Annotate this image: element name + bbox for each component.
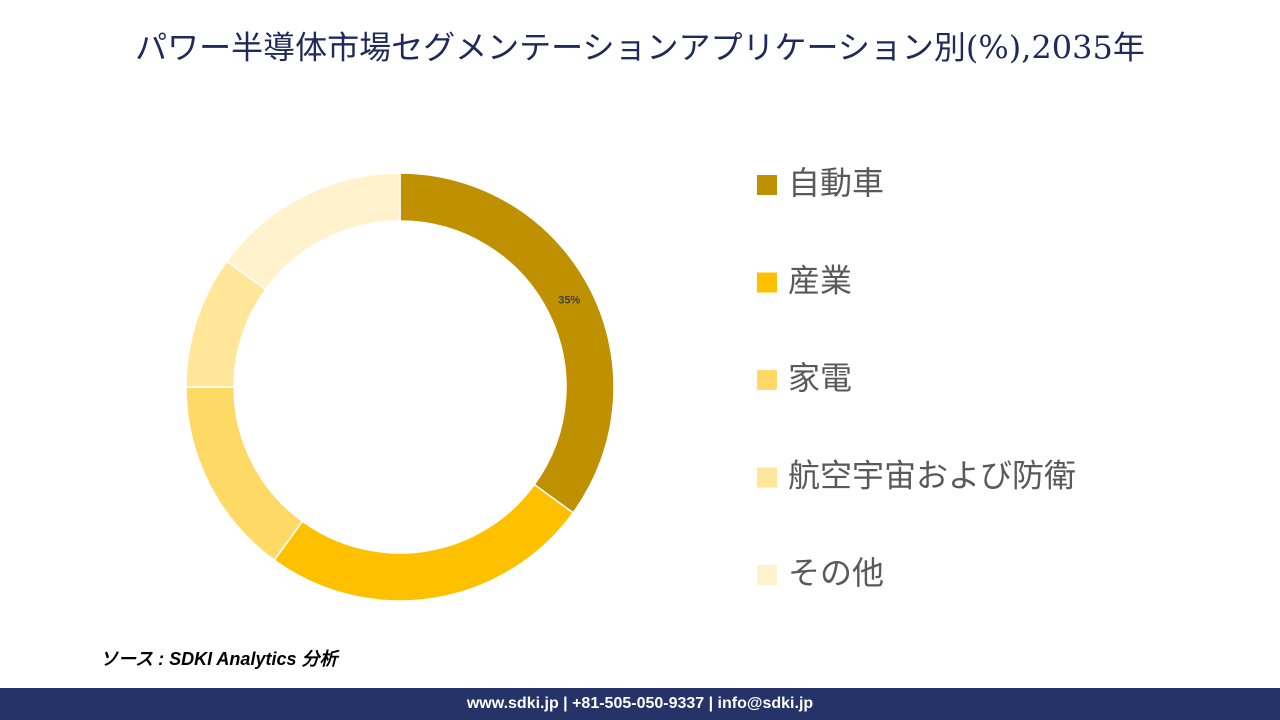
value-label: 35% <box>558 295 580 307</box>
donut-segment <box>225 172 401 291</box>
donut-segment <box>399 172 615 514</box>
legend-label: 産業 <box>788 262 852 300</box>
source: ソース : SDKI Analytics 分析 <box>100 649 340 669</box>
legend-swatch <box>757 370 777 390</box>
legend-label: 家電 <box>788 359 852 397</box>
legend-swatch <box>757 565 777 585</box>
legend-label: 航空宇宙および防衛 <box>788 457 1076 495</box>
legend-swatch <box>757 175 777 195</box>
legend-swatch <box>757 467 777 488</box>
footer-bar <box>0 688 1280 720</box>
donut-segment <box>273 483 575 602</box>
donut-segment <box>185 386 304 562</box>
footer-text: www.sdki.jp | +81-505-050-9337 | info@sd… <box>466 695 814 712</box>
chart-title: パワー半導体市場セグメンテーションアプリケーション別(%),2035年 <box>135 29 1145 67</box>
legend-label: その他 <box>788 554 884 592</box>
legend-swatch <box>757 272 777 293</box>
legend-label: 自動車 <box>788 164 884 202</box>
